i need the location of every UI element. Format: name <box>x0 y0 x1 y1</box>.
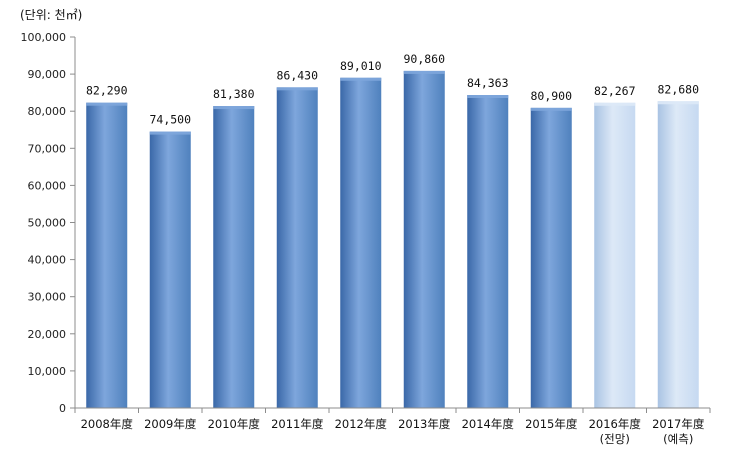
bar-group: 89,010 <box>340 59 382 409</box>
bar <box>340 77 382 409</box>
bar-value-label: 81,380 <box>213 87 255 101</box>
bar-group: 82,680 <box>657 82 699 408</box>
y-tick-label: 20,000 <box>28 328 67 341</box>
y-tick-label: 100,000 <box>21 31 67 44</box>
x-category-label: 2009年度 <box>144 417 197 431</box>
bar-group: 82,267 <box>594 84 636 408</box>
bar-top-highlight <box>86 102 128 106</box>
bar-value-label: 90,860 <box>403 52 445 66</box>
bars: 82,290 74,500 81,380 86,430 89,010 90,860 84,3… <box>86 52 699 409</box>
x-category-label: 2012年度 <box>335 417 388 431</box>
bar-value-label: 80,900 <box>530 89 572 103</box>
x-category-label: 2011年度 <box>271 417 324 431</box>
x-category-label: 2017年度 <box>652 417 705 431</box>
bar-value-label: 84,363 <box>467 76 509 90</box>
bar-value-label: 82,267 <box>594 84 636 98</box>
bar <box>276 87 318 409</box>
forecast-bar <box>657 101 699 408</box>
bar <box>530 107 572 409</box>
bar-group: 84,363 <box>467 76 509 408</box>
x-axis: 2008年度 2009年度 2010年度 2011年度 2012年度 2013年度 2014… <box>74 407 711 446</box>
y-tick-label: 10,000 <box>28 365 67 378</box>
y-tick-label: 80,000 <box>28 105 67 118</box>
bar <box>403 70 445 409</box>
bar-top-highlight <box>276 87 318 91</box>
bar-top-highlight <box>467 95 509 99</box>
y-tick-label: 70,000 <box>28 142 67 155</box>
bar-group: 74,500 <box>149 113 191 409</box>
y-axis: 0 10,000 20,000 30,000 40,000 50,000 60,000 70,… <box>21 31 76 415</box>
x-category-label: 2015年度 <box>525 417 578 431</box>
x-category-label: 2014年度 <box>462 417 515 431</box>
y-tick-label: 90,000 <box>28 68 67 81</box>
bar-value-label: 82,680 <box>657 82 699 96</box>
bar-top-highlight <box>657 101 699 105</box>
y-tick-label: 50,000 <box>28 217 67 230</box>
bar-top-highlight <box>213 106 255 110</box>
bar <box>213 106 255 408</box>
x-category-label: 2016年度 <box>589 417 642 431</box>
forecast-bar <box>594 102 636 408</box>
bar-value-label: 74,500 <box>149 113 191 127</box>
bar-group: 81,380 <box>213 87 255 408</box>
bar-value-label: 89,010 <box>340 59 382 73</box>
bar-group: 90,860 <box>403 52 445 409</box>
x-category-note: (전망) <box>600 432 630 446</box>
bar-value-label: 82,290 <box>86 84 128 98</box>
y-tick-label: 30,000 <box>28 291 67 304</box>
x-category-label: 2010年度 <box>208 417 261 431</box>
bar-group: 86,430 <box>276 68 318 409</box>
bar <box>467 95 509 408</box>
bar <box>86 102 128 408</box>
unit-label: (단위: 천㎡) <box>20 7 82 22</box>
bar-top-highlight <box>403 70 445 74</box>
x-category-label: 2008年度 <box>81 417 134 431</box>
bar-top-highlight <box>530 107 572 111</box>
bar-value-label: 86,430 <box>276 68 318 82</box>
bar-top-highlight <box>594 102 636 106</box>
x-category-note: (예측) <box>663 432 693 446</box>
bar-group: 82,290 <box>86 84 128 408</box>
x-category-label: 2013年度 <box>398 417 451 431</box>
bar-group: 80,900 <box>530 89 572 409</box>
y-tick-label: 60,000 <box>28 179 67 192</box>
bar-top-highlight <box>149 131 191 135</box>
bar <box>149 131 191 409</box>
y-tick-label: 0 <box>59 402 66 415</box>
bar-top-highlight <box>340 77 382 81</box>
y-tick-label: 40,000 <box>28 254 67 267</box>
